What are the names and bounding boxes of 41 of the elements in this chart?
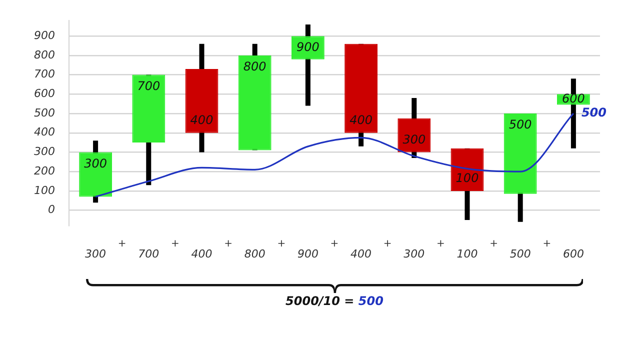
x-tick-label: 400 <box>191 247 212 260</box>
text: 800 <box>243 60 266 74</box>
text: + <box>224 238 232 250</box>
y-tick-label: 500 <box>34 106 55 120</box>
y-tick-label: 300 <box>34 145 55 158</box>
x-tick-label: 700 <box>138 247 160 260</box>
text: + <box>330 238 339 250</box>
text: + <box>542 238 552 250</box>
y-tick-label: 900 <box>34 28 55 42</box>
text: 300 <box>402 132 426 146</box>
text: + <box>383 238 392 250</box>
x-tick-label: 500 <box>510 247 531 260</box>
text: 400 <box>350 113 372 128</box>
text: 900 <box>296 40 320 54</box>
text: + <box>277 238 286 250</box>
x-tick-label: 800 <box>244 247 266 260</box>
y-tick-label: 200 <box>34 164 55 178</box>
data-label: 500 <box>581 106 607 120</box>
text: + <box>490 238 498 250</box>
y-tick-label: 100 <box>34 184 55 197</box>
text: 400 <box>190 113 214 128</box>
y-tick-label: 700 <box>34 68 55 81</box>
y-tick-label: 800 <box>34 48 55 62</box>
y-tick-label: 400 <box>34 126 55 139</box>
text: 5000/10 = 500 <box>286 294 384 308</box>
y-tick-label: 0 <box>48 203 55 216</box>
text: 100 <box>456 171 479 186</box>
text: 300 <box>84 156 107 170</box>
text: + <box>171 238 180 250</box>
x-tick-label: 300 <box>404 247 425 260</box>
text: 500 <box>508 118 532 132</box>
text: 600 <box>562 92 585 106</box>
x-tick-label: 100 <box>456 247 478 260</box>
x-tick-label: 400 <box>350 247 372 260</box>
x-tick-label: 900 <box>297 247 318 260</box>
x-tick-label: 600 <box>562 247 584 260</box>
text: 700 <box>137 78 160 93</box>
y-tick-label: 600 <box>34 87 55 100</box>
x-tick-label: 300 <box>85 247 106 260</box>
text: + <box>118 238 126 250</box>
text: + <box>436 238 445 250</box>
